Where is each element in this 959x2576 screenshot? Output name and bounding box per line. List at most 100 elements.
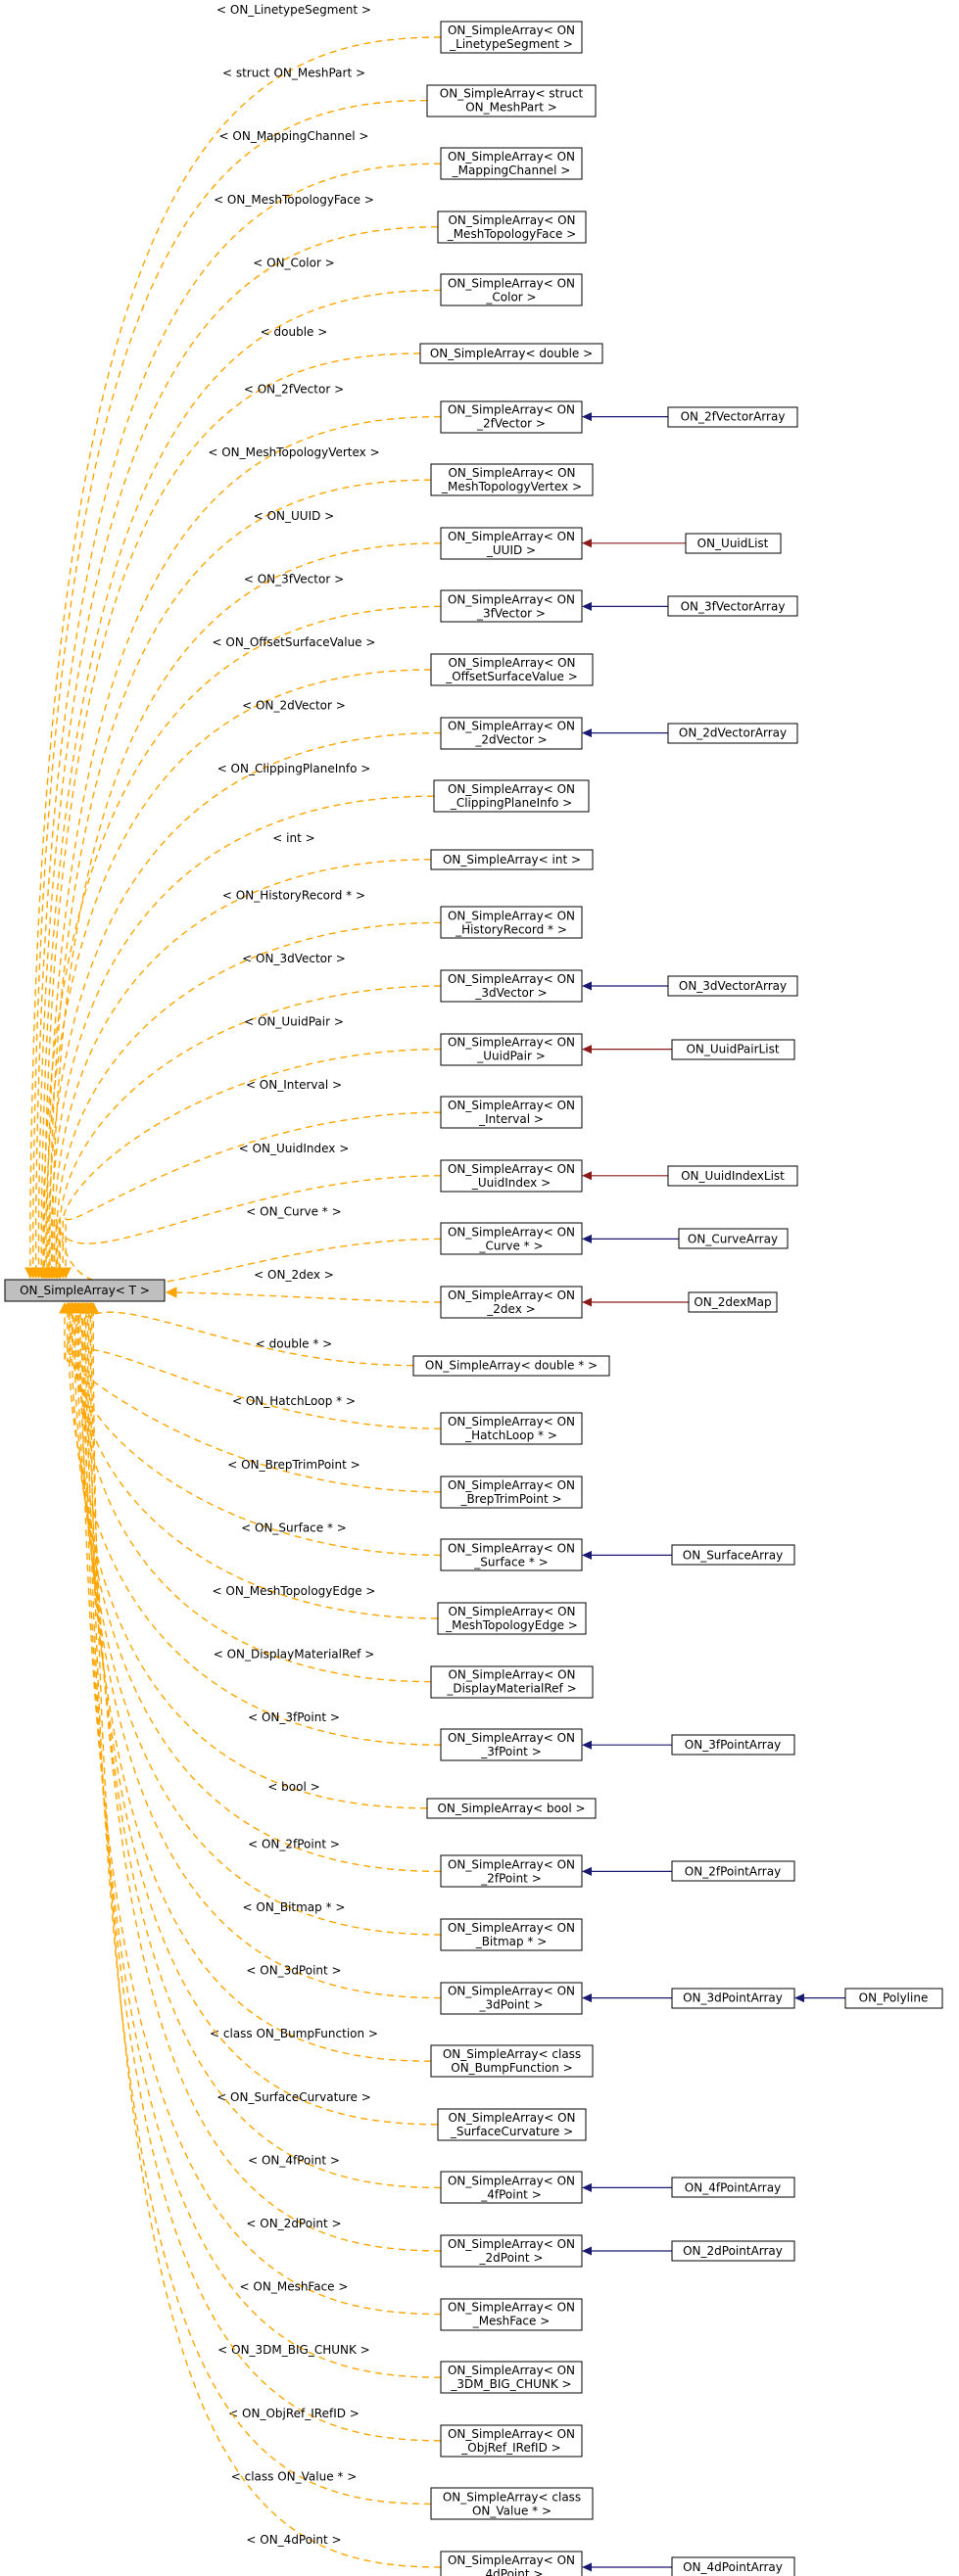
- node-simplearray-on-surface[interactable]: ON_SimpleArray< ON_Surface * >: [440, 1538, 583, 1571]
- template-param-label: < ON_Surface * >: [241, 1521, 347, 1534]
- node-simplearray-on-hatchloop[interactable]: ON_SimpleArray< ON_HatchLoop * >: [440, 1412, 583, 1445]
- inheritance-edge-arrow: [582, 601, 592, 611]
- template-param-label: < ON_ObjRef_IRefID >: [228, 2407, 360, 2420]
- node-simplearray-on-3dpoint[interactable]: ON_SimpleArray< ON_3dPoint >: [440, 1982, 583, 2015]
- node-on-3dvectorarray[interactable]: ON_3dVectorArray: [667, 975, 798, 997]
- node-simplearray-bool[interactable]: ON_SimpleArray< bool >: [426, 1798, 597, 1819]
- node-simplearray-on-objref-irefid[interactable]: ON_SimpleArray< ON_ObjRef_IRefID >: [440, 2424, 583, 2458]
- template-param-label: < ON_HatchLoop * >: [232, 1394, 356, 1408]
- template-edge: [92, 1303, 442, 2568]
- node-on-2dexmap-box: [688, 1291, 778, 1313]
- node-simplearray-on-3dm-big-chunk[interactable]: ON_SimpleArray< ON_3DM_BIG_CHUNK >: [440, 2361, 583, 2394]
- node-on-polyline[interactable]: ON_Polyline: [844, 1988, 943, 2009]
- node-simplearray-on-offsetsurfacevalue-label-line: ON_SimpleArray< ON: [448, 656, 575, 670]
- node-simplearray-on-breptrimpoint[interactable]: ON_SimpleArray< ON_BrepTrimPoint >: [440, 1475, 583, 1509]
- node-simplearray-on-uuidindex[interactable]: ON_SimpleArray< ON_UuidIndex >: [440, 1159, 583, 1193]
- node-simplearray-on-displaymaterialref[interactable]: ON_SimpleArray< ON_DisplayMaterialRef >: [430, 1665, 594, 1699]
- root-node-on-simplearray-t[interactable]: ON_SimpleArray< T >: [4, 1279, 166, 1302]
- node-on-2dvectorarray[interactable]: ON_2dVectorArray: [667, 723, 798, 744]
- node-simplearray-on-2fvector[interactable]: ON_SimpleArray< ON_2fVector >: [440, 400, 583, 434]
- node-simplearray-on-3dm-big-chunk-box: [440, 2361, 583, 2394]
- node-simplearray-on-uuid-label-line: _UUID >: [486, 543, 536, 557]
- node-on-2dpointarray[interactable]: ON_2dPointArray: [671, 2240, 795, 2262]
- node-simplearray-on-uuidpair[interactable]: ON_SimpleArray< ON_UuidPair >: [440, 1033, 583, 1066]
- node-on-4fpointarray[interactable]: ON_4fPointArray: [671, 2177, 795, 2198]
- node-simplearray-on-offsetsurfacevalue[interactable]: ON_SimpleArray< ON_OffsetSurfaceValue >: [430, 653, 594, 686]
- node-simplearray-on-meshtopologyedge[interactable]: ON_SimpleArray< ON_MeshTopologyEdge >: [437, 1602, 587, 1635]
- node-simplearray-on-curve-label-line: ON_SimpleArray< ON: [448, 1225, 575, 1239]
- node-simplearray-struct-on-meshpart-label-line: ON_MeshPart >: [465, 101, 557, 115]
- node-simplearray-on-linetypesegment[interactable]: ON_SimpleArray< ON_LinetypeSegment >: [440, 21, 583, 54]
- node-simplearray-class-on-value-label-line: ON_SimpleArray< class: [443, 2490, 581, 2504]
- node-simplearray-on-hatchloop-label-line: _HatchLoop * >: [464, 1429, 557, 1442]
- node-simplearray-on-3fvector[interactable]: ON_SimpleArray< ON_3fVector >: [440, 589, 583, 623]
- template-edge: [77, 1303, 432, 1683]
- node-simplearray-on-3fpoint[interactable]: ON_SimpleArray< ON_3fPoint >: [440, 1728, 583, 1761]
- node-simplearray-on-2fpoint[interactable]: ON_SimpleArray< ON_2fPoint >: [440, 1854, 583, 1888]
- node-simplearray-double[interactable]: ON_SimpleArray< double * >: [412, 1355, 610, 1377]
- template-param-label: < ON_4dPoint >: [246, 2533, 341, 2547]
- node-simplearray-on-2fvector-label-line: ON_SimpleArray< ON: [448, 403, 575, 417]
- node-simplearray-on-2dpoint[interactable]: ON_SimpleArray< ON_2dPoint >: [440, 2234, 583, 2268]
- node-on-uuidlist-label: ON_UuidList: [697, 537, 769, 550]
- node-simplearray-on-uuid[interactable]: ON_SimpleArray< ON_UUID >: [440, 527, 583, 560]
- node-simplearray-on-3fpoint-label-line: ON_SimpleArray< ON: [448, 1731, 575, 1745]
- node-simplearray-on-uuidindex-label-line: ON_SimpleArray< ON: [448, 1162, 575, 1176]
- node-on-2fvectorarray[interactable]: ON_2fVectorArray: [667, 406, 798, 428]
- node-on-uuidlist[interactable]: ON_UuidList: [685, 533, 782, 554]
- template-param-label: < ON_Color >: [253, 256, 335, 269]
- template-edge: [43, 352, 421, 1278]
- node-simplearray-on-interval[interactable]: ON_SimpleArray< ON_Interval >: [440, 1096, 583, 1129]
- node-simplearray-on-meshtopologyface[interactable]: ON_SimpleArray< ON_MeshTopologyFace >: [437, 211, 587, 244]
- node-simplearray-on-breptrimpoint-label-line: ON_SimpleArray< ON: [448, 1478, 575, 1492]
- node-simplearray-on-2dvector[interactable]: ON_SimpleArray< ON_2dVector >: [440, 717, 583, 750]
- node-on-3fpointarray[interactable]: ON_3fPointArray: [671, 1734, 795, 1756]
- node-simplearray-double[interactable]: ON_SimpleArray< double >: [419, 343, 603, 364]
- node-on-3fvectorarray[interactable]: ON_3fVectorArray: [667, 595, 798, 617]
- node-on-curvearray-label: ON_CurveArray: [688, 1232, 778, 1245]
- node-simplearray-on-2dex[interactable]: ON_SimpleArray< ON_2dex >: [440, 1286, 583, 1319]
- node-on-2fpointarray[interactable]: ON_2fPointArray: [671, 1860, 795, 1882]
- node-simplearray-on-curve[interactable]: ON_SimpleArray< ON_Curve * >: [440, 1222, 583, 1255]
- node-simplearray-on-linetypesegment-label-line: _LinetypeSegment >: [449, 37, 573, 51]
- node-on-4dpointarray[interactable]: ON_4dPointArray: [671, 2556, 795, 2576]
- node-simplearray-on-meshface[interactable]: ON_SimpleArray< ON_MeshFace >: [440, 2298, 583, 2331]
- template-param-label: < ON_2dPoint >: [246, 2217, 341, 2230]
- template-edge: [76, 1303, 442, 1936]
- node-simplearray-on-clippingplaneinfo[interactable]: ON_SimpleArray< ON_ClippingPlaneInfo >: [433, 779, 590, 813]
- node-on-uuidpairlist-label: ON_UuidPairList: [686, 1043, 779, 1056]
- inheritance-edge-arrow: [582, 1045, 592, 1054]
- node-on-uuidindexlist[interactable]: ON_UuidIndexList: [667, 1165, 798, 1187]
- node-on-3dpointarray[interactable]: ON_3dPointArray: [671, 1988, 795, 2009]
- node-simplearray-on-meshtopologyvertex[interactable]: ON_SimpleArray< ON_MeshTopologyVertex >: [430, 463, 594, 496]
- template-param-label: < ON_OffsetSurfaceValue >: [213, 635, 376, 649]
- node-simplearray-on-interval-box: [440, 1096, 583, 1129]
- template-param-label: < ON_2dVector >: [242, 699, 346, 713]
- node-on-curvearray[interactable]: ON_CurveArray: [678, 1228, 789, 1249]
- node-on-surfacearray[interactable]: ON_SurfaceArray: [671, 1544, 795, 1566]
- node-simplearray-on-surface-box: [440, 1538, 583, 1571]
- inheritance-edge-arrow: [794, 1993, 804, 2003]
- node-simplearray-on-mappingchannel-label-line: _MappingChannel >: [452, 164, 571, 177]
- node-simplearray-on-historyrecord[interactable]: ON_SimpleArray< ON_HistoryRecord * >: [440, 906, 583, 939]
- node-simplearray-on-offsetsurfacevalue-label-line: _OffsetSurfaceValue >: [445, 670, 578, 683]
- node-on-uuidpairlist[interactable]: ON_UuidPairList: [671, 1039, 795, 1060]
- node-simplearray-on-4fpoint[interactable]: ON_SimpleArray< ON_4fPoint >: [440, 2171, 583, 2204]
- node-simplearray-on-surfacecurvature[interactable]: ON_SimpleArray< ON_SurfaceCurvature >: [437, 2108, 587, 2141]
- node-simplearray-on-color[interactable]: ON_SimpleArray< ON_Color >: [440, 273, 583, 306]
- node-simplearray-on-2dvector-label-line: ON_SimpleArray< ON: [448, 720, 575, 733]
- node-on-2dexmap[interactable]: ON_2dexMap: [688, 1291, 778, 1313]
- node-simplearray-double-box: [419, 343, 603, 364]
- node-simplearray-on-4dpoint[interactable]: ON_SimpleArray< ON_4dPoint >: [440, 2551, 583, 2576]
- template-param-label: < ON_MeshTopologyEdge >: [213, 1584, 376, 1598]
- node-simplearray-on-3dvector[interactable]: ON_SimpleArray< ON_3dVector >: [440, 969, 583, 1003]
- node-simplearray-on-bitmap[interactable]: ON_SimpleArray< ON_Bitmap * >: [440, 1918, 583, 1951]
- node-simplearray-on-meshtopologyedge-label-line: _MeshTopologyEdge >: [445, 1618, 578, 1632]
- node-simplearray-on-mappingchannel[interactable]: ON_SimpleArray< ON_MappingChannel >: [440, 147, 583, 180]
- template-param-label: < ON_3dVector >: [242, 952, 346, 965]
- inheritance-edge-arrow: [582, 1550, 592, 1560]
- node-simplearray-int[interactable]: ON_SimpleArray< int >: [430, 849, 594, 870]
